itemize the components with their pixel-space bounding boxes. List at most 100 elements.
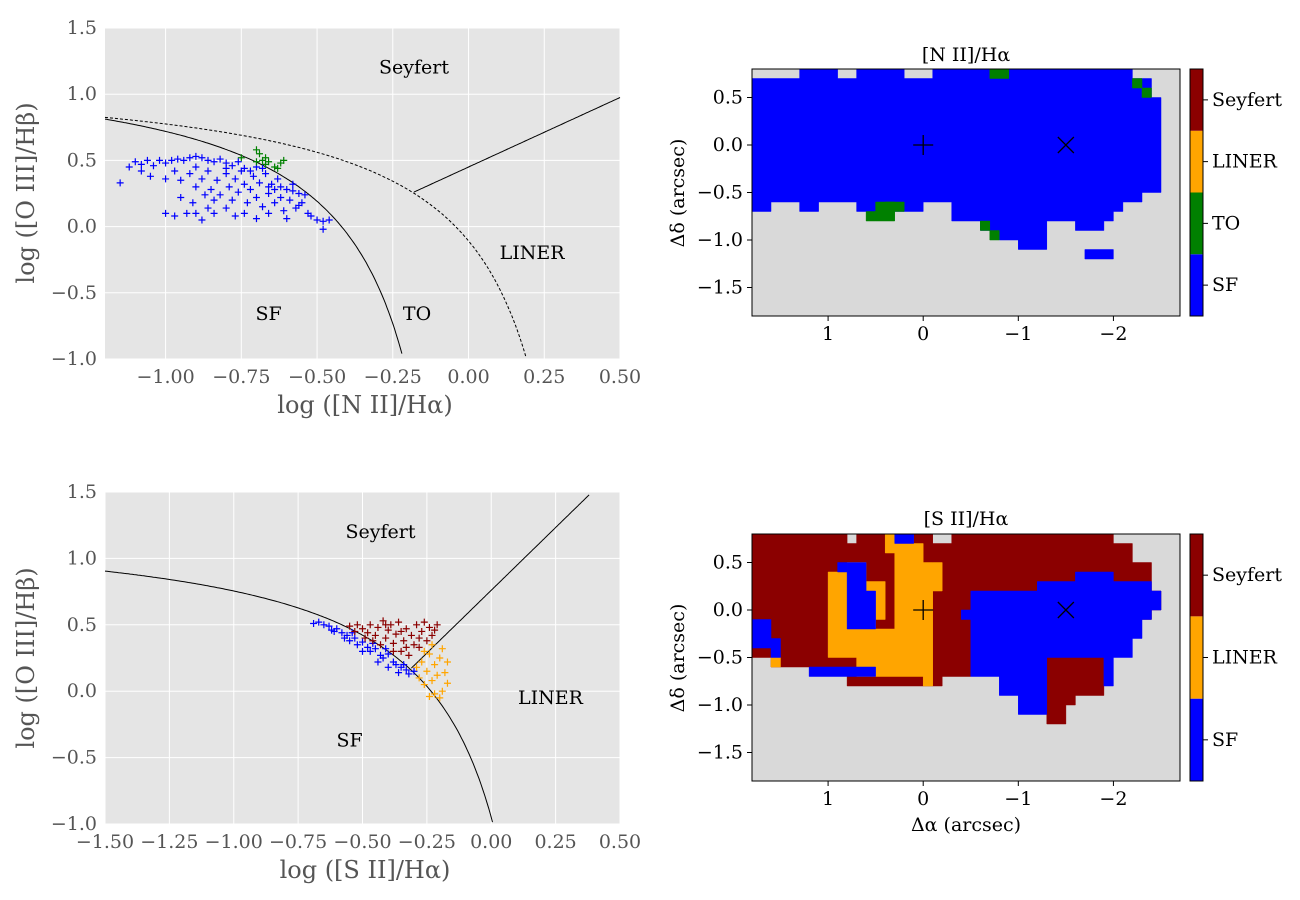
region-to xyxy=(1132,78,1143,89)
y-tick-label: −0.5 xyxy=(697,647,743,669)
bpt-nii-xlabel: log ([N II]/Hα) xyxy=(277,391,452,419)
point-to xyxy=(252,146,260,154)
point-sf xyxy=(246,167,254,175)
point-sf xyxy=(384,650,392,658)
region-sf xyxy=(1084,249,1114,260)
map-sii-xticks: 1 0 −1 −2 xyxy=(822,781,1127,810)
bpt-nii-grid xyxy=(105,27,621,360)
curve-kewley01 xyxy=(104,116,527,358)
point-sf xyxy=(198,175,206,183)
point-sf xyxy=(216,155,224,163)
region-label: SF xyxy=(337,729,363,751)
colorbar-segment-liner xyxy=(1190,616,1203,699)
point-seyfert xyxy=(364,629,372,637)
point-to xyxy=(262,154,270,162)
point-sf xyxy=(338,629,346,637)
x-tick-label: −0.25 xyxy=(398,831,456,853)
point-liner xyxy=(443,658,451,666)
point-sf xyxy=(228,196,236,204)
x-tick-label: 0.00 xyxy=(470,831,512,853)
point-sf xyxy=(271,199,279,207)
x-tick-label: 0.25 xyxy=(534,831,576,853)
curve-kewley01 xyxy=(104,570,493,823)
colorbar-label: TO xyxy=(1212,212,1240,234)
point-liner xyxy=(425,693,433,701)
x-tick-label: −1.00 xyxy=(136,366,194,388)
y-tick-label: 1.0 xyxy=(67,83,97,105)
colorbar-label: LINER xyxy=(1212,647,1278,669)
point-seyfert xyxy=(382,634,390,642)
x-tick-label: −0.50 xyxy=(333,831,391,853)
point-sf xyxy=(330,627,338,635)
y-tick-label: −0.5 xyxy=(51,747,97,769)
y-tick-label: −1.5 xyxy=(697,742,743,764)
point-to xyxy=(274,164,282,172)
point-liner xyxy=(420,681,428,689)
bpt-sii-grid xyxy=(104,491,621,825)
y-tick-label: 0.5 xyxy=(713,87,743,109)
point-sf xyxy=(174,155,182,163)
point-sf xyxy=(320,621,328,629)
point-sf xyxy=(252,193,260,201)
point-sf xyxy=(252,215,260,223)
point-sf xyxy=(210,158,218,166)
point-seyfert xyxy=(351,627,359,635)
point-liner xyxy=(436,694,444,702)
map-nii-yticks: 0.5 0.0 −0.5 −1.0 −1.5 xyxy=(697,87,752,299)
region-sf xyxy=(808,666,876,677)
point-sf xyxy=(116,179,124,187)
point-sf xyxy=(346,637,354,645)
region-to xyxy=(884,201,905,212)
region-sf xyxy=(751,619,781,658)
point-to xyxy=(256,150,263,158)
y-tick-label: 0.0 xyxy=(67,216,97,238)
point-sf xyxy=(259,203,267,211)
point-liner xyxy=(420,647,428,655)
point-seyfert xyxy=(407,631,415,639)
point-sf xyxy=(359,638,366,646)
map-sii-markers xyxy=(913,600,1075,620)
point-liner xyxy=(438,645,446,653)
map-nii-ylabel: Δδ (arcsec) xyxy=(667,139,689,248)
point-sf xyxy=(162,159,170,167)
region-to xyxy=(989,230,1000,241)
x-tick-label: −1.00 xyxy=(205,831,263,853)
point-sf xyxy=(156,156,164,164)
point-sf xyxy=(351,634,359,642)
point-sf xyxy=(295,190,303,197)
point-sf xyxy=(228,162,236,170)
point-sf xyxy=(171,167,179,175)
point-seyfert xyxy=(395,618,403,626)
region-sf xyxy=(894,533,914,544)
point-sf xyxy=(222,164,230,172)
region-liner xyxy=(770,657,781,668)
point-sf xyxy=(265,209,273,217)
region-sf xyxy=(846,562,876,630)
region-label: TO xyxy=(403,303,431,325)
point-sf xyxy=(240,209,248,217)
point-sf xyxy=(168,156,176,164)
point-liner xyxy=(415,674,423,682)
point-liner xyxy=(428,677,436,685)
x-tick-label: −2 xyxy=(1099,323,1127,345)
point-sf xyxy=(295,201,303,209)
point-sf xyxy=(359,647,366,655)
plus-marker xyxy=(913,135,934,155)
x-tick-label: 0 xyxy=(917,788,929,810)
point-sf xyxy=(180,156,188,164)
point-sf xyxy=(186,154,194,162)
point-sf xyxy=(271,186,279,194)
point-sf xyxy=(325,216,333,224)
point-sf xyxy=(213,176,221,184)
map-nii-title: [N II]/Hα xyxy=(922,44,1010,66)
colorbar-segment-to xyxy=(1190,192,1203,255)
point-seyfert xyxy=(405,651,413,659)
colorbar-label: LINER xyxy=(1212,151,1278,173)
y-tick-label: 0.0 xyxy=(713,134,743,156)
curve-kewley06 xyxy=(411,494,590,669)
x-tick-label: −0.25 xyxy=(364,366,422,388)
y-tick-label: 1.5 xyxy=(67,17,97,39)
point-sf xyxy=(315,618,323,626)
x-tick-label: −0.50 xyxy=(288,366,346,388)
